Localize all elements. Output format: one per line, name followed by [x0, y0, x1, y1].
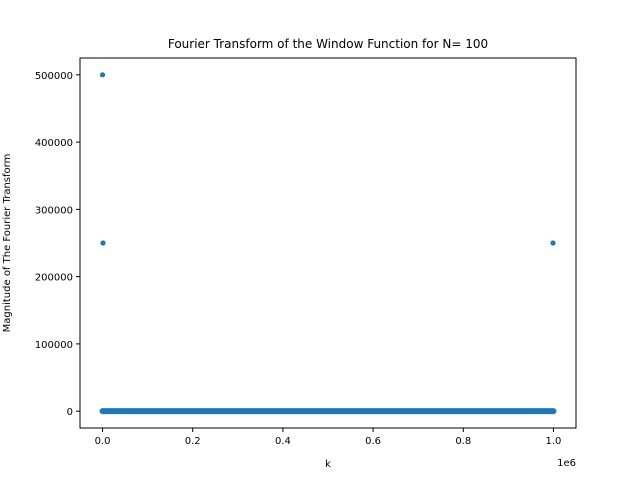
data-point-0-0 [99, 72, 106, 78]
x-tick-label: 0.0 [95, 436, 111, 447]
x-tick-label: 1.0 [546, 436, 562, 447]
x-axis-offset-text: 1e6 [557, 458, 576, 469]
x-tick-label: 0.2 [185, 436, 201, 447]
axes-frame [79, 57, 577, 429]
y-axis-label: Magnitude of The Fourier Transform [2, 154, 13, 333]
plot-area [99, 72, 557, 415]
chart-title: Fourier Transform of the Window Function… [168, 37, 488, 51]
x-axis: 0.0 0.2 0.4 0.6 0.8 1.0 [95, 428, 562, 447]
y-tick-label: 400000 [35, 138, 73, 149]
x-tick-label: 0.4 [275, 436, 291, 447]
y-tick-label: 100000 [35, 340, 73, 351]
data-point-0-1 [100, 240, 106, 246]
data-point-0-2 [550, 240, 556, 246]
y-tick-label: 0 [67, 407, 73, 418]
y-tick-label: 500000 [35, 71, 73, 82]
y-tick-label: 300000 [35, 205, 73, 216]
x-tick-label: 0.6 [365, 436, 381, 447]
x-tick-label: 0.8 [455, 436, 471, 447]
y-tick-label: 200000 [35, 273, 73, 284]
x-axis-label: k [325, 459, 331, 470]
y-axis: 0 100000 200000 300000 400000 500000 [35, 71, 80, 418]
